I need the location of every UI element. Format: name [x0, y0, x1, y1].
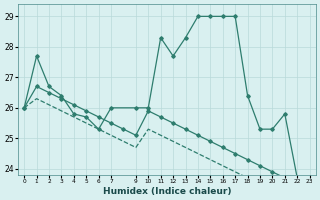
- X-axis label: Humidex (Indice chaleur): Humidex (Indice chaleur): [103, 187, 231, 196]
